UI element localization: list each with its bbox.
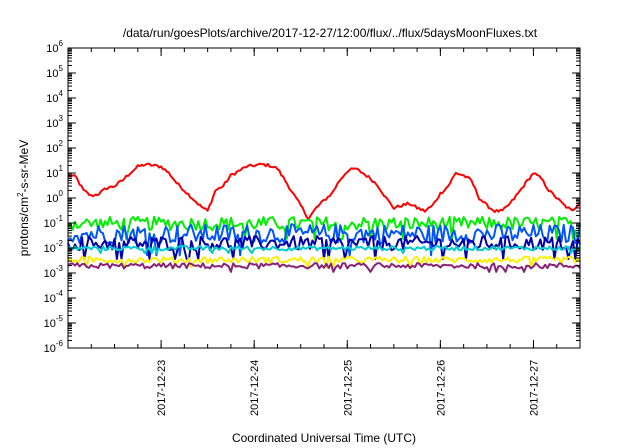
y-tick-label: 100: [46, 189, 63, 205]
y-axis-label-pre: protons/cm: [17, 197, 31, 256]
x-tick-label: 2017-12-25: [342, 360, 354, 416]
series-layer: [67, 162, 581, 273]
y-axis-label: protons/cm2-s-sr-MeV: [16, 140, 31, 256]
y-tick-label: 106: [46, 39, 63, 55]
y-tick-label: 101: [46, 164, 63, 180]
x-tick-label: 2017-12-27: [528, 360, 540, 416]
y-tick-label: 102: [46, 139, 63, 155]
y-tick-label: 10-3: [44, 264, 64, 280]
series-line-2: [67, 215, 581, 240]
x-tick-label: 2017-12-24: [249, 360, 261, 416]
y-tick-label: 10-2: [44, 239, 64, 255]
y-axis-label-sup: 2: [16, 192, 25, 197]
series-line-7: [67, 262, 581, 273]
y-tick-label: 104: [46, 89, 63, 105]
x-tick-label: 2017-12-26: [435, 360, 447, 416]
series-line-6: [67, 255, 581, 268]
y-tick-label: 105: [46, 64, 63, 80]
series-line-5: [67, 245, 581, 255]
y-tick-label: 10-5: [44, 314, 64, 330]
y-tick-label: 10-4: [44, 289, 64, 305]
y-tick-label: 10-6: [44, 339, 64, 355]
chart-title: /data/run/goesPlots/archive/2017-12-27/1…: [123, 26, 538, 40]
x-axis: 2017-12-23 2017-12-24 2017-12-25 2017-12-26…: [90, 48, 558, 416]
series-line-3: [67, 223, 581, 257]
y-tick-label: 103: [46, 114, 63, 130]
y-axis: 10-6 10-5 10-4 10-3 10-2 10-1 100 101 102 103 104 1…: [44, 39, 580, 355]
plot-frame: [67, 47, 581, 349]
x-tick-label: 2017-12-23: [156, 360, 168, 416]
y-axis-label-post: -s-sr-MeV: [17, 140, 31, 193]
y-tick-label: 10-1: [44, 214, 64, 230]
series-line-1: [67, 162, 581, 221]
x-axis-label: Coordinated Universal Time (UTC): [232, 431, 416, 445]
